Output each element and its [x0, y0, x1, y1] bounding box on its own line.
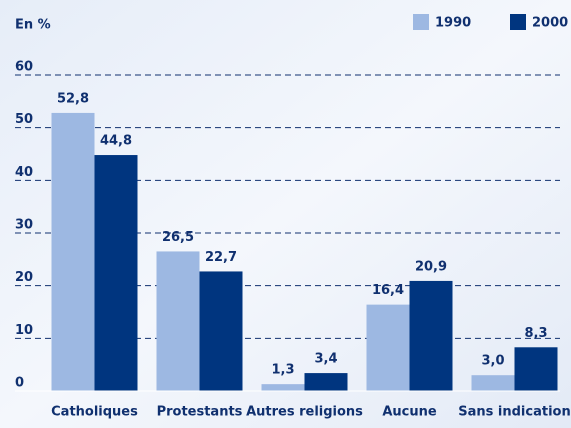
bar — [51, 112, 95, 392]
legend-label: 2000 — [532, 16, 568, 31]
x-tick-label: Protestants — [157, 405, 243, 420]
bar — [471, 375, 515, 391]
bar — [366, 304, 410, 391]
bar — [199, 271, 243, 391]
bar — [261, 384, 305, 391]
value-label: 52,8 — [57, 91, 89, 106]
x-tick-label: Catholiques — [51, 405, 138, 420]
legend-label: 1990 — [435, 16, 471, 31]
x-tick-label: Aucune — [382, 405, 437, 420]
y-tick-label: 50 — [15, 112, 33, 127]
bar — [94, 155, 138, 391]
y-axis-label: En % — [15, 18, 51, 33]
bar — [156, 251, 200, 391]
legend-swatch — [510, 14, 526, 30]
bar — [304, 373, 348, 391]
y-tick-label: 0 — [15, 376, 24, 391]
value-label: 20,9 — [415, 259, 447, 274]
value-label: 16,4 — [372, 283, 404, 298]
y-tick-label: 20 — [15, 270, 33, 285]
value-label: 22,7 — [205, 250, 237, 265]
bar — [409, 280, 453, 391]
value-label: 3,0 — [481, 354, 504, 369]
y-tick-label: 60 — [15, 60, 33, 75]
x-tick-label: Autres religions — [246, 405, 363, 420]
y-tick-label: 30 — [15, 218, 33, 233]
legend-swatch — [413, 14, 429, 30]
value-label: 8,3 — [524, 326, 547, 341]
value-label: 26,5 — [162, 230, 194, 245]
x-tick-label: Sans indication — [458, 405, 570, 420]
bar — [514, 347, 558, 391]
value-label: 1,3 — [271, 363, 294, 378]
value-label: 3,4 — [314, 352, 337, 367]
y-tick-label: 10 — [15, 323, 33, 338]
y-tick-label: 40 — [15, 165, 33, 180]
value-label: 44,8 — [100, 134, 132, 149]
